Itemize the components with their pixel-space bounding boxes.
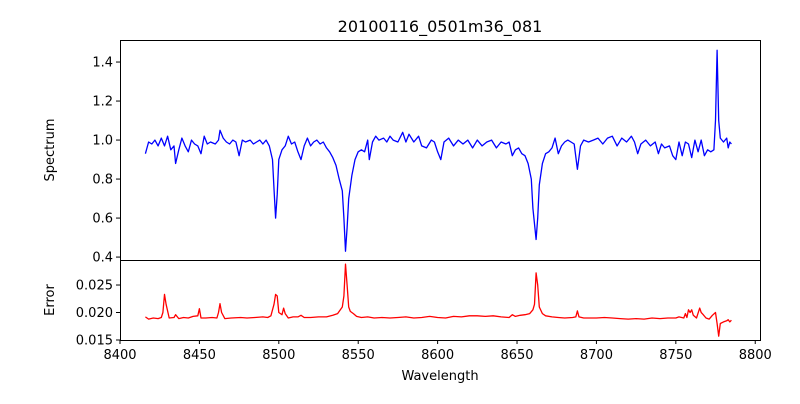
- spectrum-series-line: [144, 49, 732, 252]
- y-tick-label: 0.6: [92, 212, 113, 227]
- x-tick-label: 8650: [500, 348, 533, 363]
- y-tick-label: 0.4: [92, 251, 113, 266]
- chart-title: 20100116_0501m36_081: [338, 17, 543, 37]
- y-axis-label-spectrum: Spectrum: [43, 119, 58, 182]
- bottom-axes-frame: [120, 260, 761, 341]
- x-tick-label: 8700: [580, 348, 613, 363]
- x-tick-label: 8750: [659, 348, 692, 363]
- y-tick-label: 1.4: [92, 56, 113, 71]
- y-axis-label-error: Error: [43, 284, 58, 316]
- y-tick-label: 0.015: [76, 334, 113, 349]
- y-tick-label: 0.020: [76, 306, 113, 321]
- x-tick-label: 8500: [262, 348, 295, 363]
- x-tick-label: 8600: [421, 348, 454, 363]
- y-tick-label: 1.2: [92, 95, 113, 110]
- y-tick-label: 0.8: [92, 173, 113, 188]
- top-axes-frame: [120, 40, 761, 261]
- x-axis-label: Wavelength: [401, 369, 478, 384]
- x-tick-label: 8550: [342, 348, 375, 363]
- y-tick-label: 1.0: [92, 134, 113, 149]
- x-tick-label: 8450: [183, 348, 216, 363]
- x-tick-label: 8400: [103, 348, 136, 363]
- x-tick-label: 8800: [739, 348, 772, 363]
- error-series-line: [145, 263, 732, 337]
- y-tick-label: 0.025: [76, 279, 113, 294]
